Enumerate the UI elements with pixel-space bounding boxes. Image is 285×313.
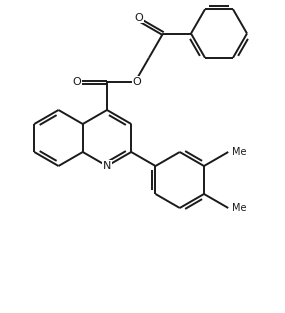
Text: Me: Me bbox=[232, 203, 247, 213]
Text: O: O bbox=[134, 13, 143, 23]
Text: O: O bbox=[133, 77, 141, 87]
Text: N: N bbox=[103, 161, 111, 171]
Text: Me: Me bbox=[232, 147, 247, 157]
Text: O: O bbox=[73, 77, 82, 87]
